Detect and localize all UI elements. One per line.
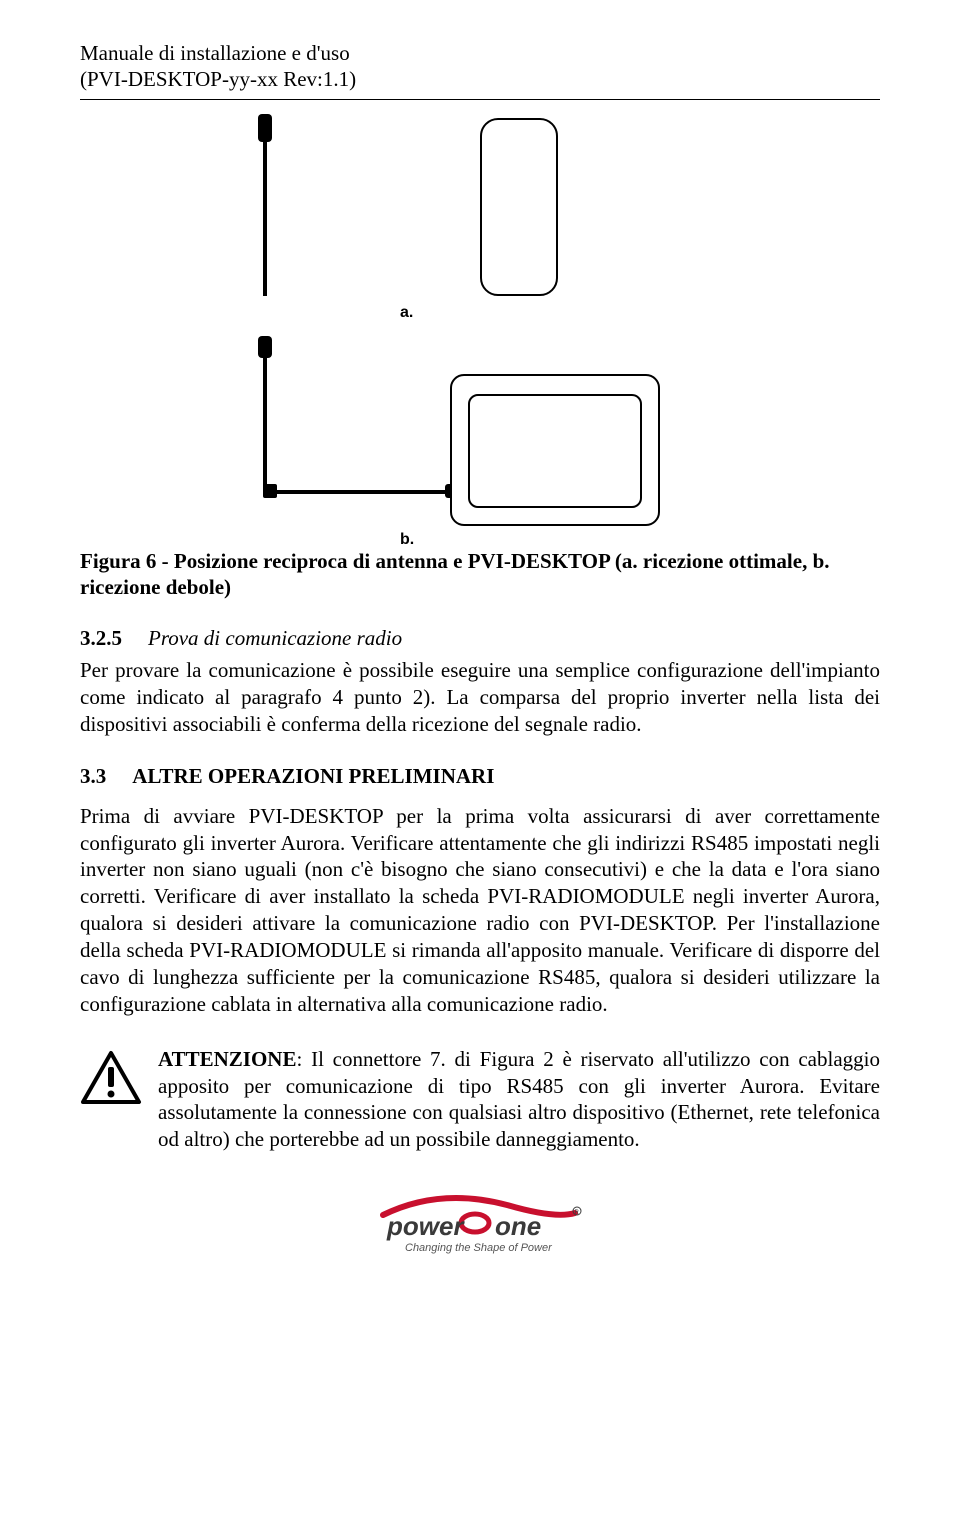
- diagram-label-b: b.: [400, 531, 414, 549]
- device-a-remote: [480, 118, 558, 296]
- section-33-number: 3.3: [80, 764, 106, 789]
- logo: power one R Changing the Shape of Power: [80, 1193, 880, 1260]
- section-325-heading: 3.2.5 Prova di comunicazione radio: [80, 626, 880, 651]
- device-b-screen: [468, 394, 642, 508]
- warning-label: ATTENZIONE: [158, 1047, 296, 1071]
- antenna-b-hor-stick: [263, 490, 455, 494]
- header-line-1: Manuale di installazione e d'uso: [80, 40, 880, 66]
- warning-icon: [80, 1050, 142, 1111]
- document-header: Manuale di installazione e d'uso (PVI-DE…: [80, 40, 880, 100]
- section-33-body: Prima di avviare PVI-DESKTOP per la prim…: [80, 803, 880, 1018]
- section-33-title: ALTRE OPERAZIONI PRELIMINARI: [132, 764, 494, 789]
- power-one-logo-icon: power one R Changing the Shape of Power: [375, 1193, 585, 1255]
- svg-text:R: R: [575, 1210, 580, 1216]
- section-33-heading: 3.3 ALTRE OPERAZIONI PRELIMINARI: [80, 764, 880, 789]
- figure-caption: Figura 6 - Posizione reciproca di antenn…: [80, 548, 880, 601]
- antenna-a-stick: [263, 138, 267, 296]
- antenna-diagram: a. b.: [130, 114, 690, 544]
- header-line-2: (PVI-DESKTOP-yy-xx Rev:1.1): [80, 66, 880, 92]
- section-325-number: 3.2.5: [80, 626, 122, 651]
- svg-text:Changing the Shape of Power: Changing the Shape of Power: [405, 1242, 553, 1254]
- warning-text: ATTENZIONE: Il connettore 7. di Figura 2…: [158, 1046, 880, 1154]
- diagram-label-a: a.: [400, 304, 413, 322]
- svg-text:one: one: [495, 1211, 541, 1241]
- antenna-b-vert-stick: [263, 336, 267, 492]
- section-325-body: Per provare la comunicazione è possibile…: [80, 657, 880, 738]
- warning-block: ATTENZIONE: Il connettore 7. di Figura 2…: [80, 1046, 880, 1154]
- section-325-title: Prova di comunicazione radio: [148, 626, 402, 651]
- svg-text:power: power: [386, 1211, 465, 1241]
